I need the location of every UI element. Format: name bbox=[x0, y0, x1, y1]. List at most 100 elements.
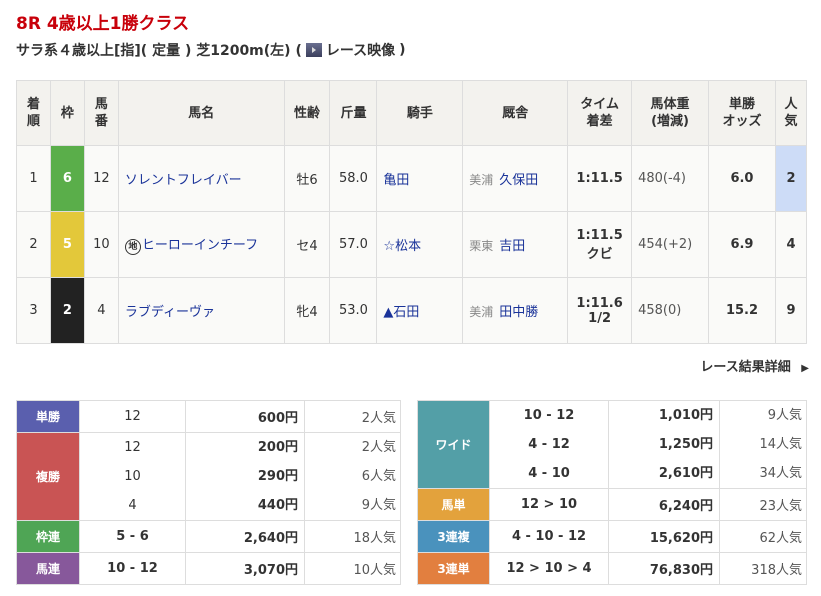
payout-pop: 34人気 bbox=[759, 466, 802, 481]
payout-pop: 14人気 bbox=[759, 437, 802, 452]
payout-yen: 2,640円 bbox=[243, 531, 298, 546]
payout-combo-cell: 12 bbox=[79, 400, 186, 433]
body-weight: 480(-4) bbox=[631, 145, 710, 212]
race-conditions: サラ系４歳以上[指]( 定量 ) 芝1200m(左) ( レース映像 ) bbox=[16, 40, 406, 60]
rank: 1 bbox=[16, 145, 51, 212]
payout-pop: 2人気 bbox=[361, 411, 396, 426]
column-header: 性齢 bbox=[283, 80, 331, 146]
payout-pop: 6人気 bbox=[361, 469, 396, 484]
payout-combo: 5 - 6 bbox=[116, 529, 149, 544]
body-weight: 458(0) bbox=[631, 277, 710, 344]
horse-name-cell: ソレントフレイバー bbox=[117, 145, 285, 212]
column-header: 人 気 bbox=[774, 80, 808, 146]
payout-combo: 4 - 10 bbox=[528, 466, 570, 481]
jockey-cell: ▲石田 bbox=[376, 277, 464, 344]
payout-yen: 76,830円 bbox=[649, 563, 713, 578]
payout-row: 複勝 12 10 4 200円 290円 440円 2人気 6人気 9人気 bbox=[16, 432, 401, 521]
payout-yen: 6,240円 bbox=[658, 499, 713, 514]
payout-table-left: 単勝 12 600円 2人気 複勝 12 10 4 200円 290円 440円 2人気 6人気 9人気枠… bbox=[16, 400, 401, 585]
payout-yen-cell: 76,830円 bbox=[608, 552, 720, 585]
payout-pop-cell: 2人気 6人気 9人気 bbox=[304, 432, 401, 521]
payout-pop: 9人気 bbox=[361, 498, 396, 513]
payout-combo: 4 - 10 - 12 bbox=[511, 529, 587, 544]
result-row: 2 5 10 地ヒーローインチーフ セ4 57.0 ☆松本 栗東 吉田 1:11.5 クビ 454(+… bbox=[16, 211, 808, 278]
finish-time: 1:11.5 bbox=[576, 227, 623, 243]
trainer-region: 美浦 bbox=[469, 305, 494, 319]
time-margin-cell: 1:11.6 1/2 bbox=[567, 277, 633, 344]
bet-type-label: 複勝 bbox=[16, 432, 80, 521]
win-odds: 6.9 bbox=[708, 211, 776, 278]
payout-combo: 4 - 12 bbox=[528, 437, 570, 452]
payout-combo-cell: 4 - 10 - 12 bbox=[489, 520, 609, 553]
race-result-detail-link[interactable]: レース結果詳細 ▶ bbox=[700, 356, 809, 375]
bet-type-label: 単勝 bbox=[16, 400, 80, 433]
margin: クビ bbox=[586, 246, 613, 262]
horse-number: 4 bbox=[83, 277, 119, 344]
conditions-text: サラ系４歳以上[指]( 定量 ) 芝1200m(左) ( bbox=[16, 43, 302, 59]
column-header: 斤量 bbox=[329, 80, 378, 146]
payout-combo: 12 bbox=[124, 409, 141, 424]
time-margin-cell: 1:11.5 bbox=[567, 145, 633, 212]
bet-type-label: 3連単 bbox=[417, 552, 490, 585]
finish-time: 1:11.6 bbox=[576, 295, 623, 311]
win-odds: 15.2 bbox=[708, 277, 776, 344]
payout-combo-cell: 12 > 10 bbox=[489, 488, 609, 521]
column-header: 馬 番 bbox=[83, 80, 119, 146]
payout-pop-cell: 62人気 bbox=[719, 520, 807, 553]
local-horse-mark-icon: 地 bbox=[124, 239, 141, 255]
trainer-link[interactable]: 吉田 bbox=[499, 239, 526, 254]
trainer-link[interactable]: 田中勝 bbox=[499, 305, 539, 320]
payout-yen: 440円 bbox=[257, 498, 298, 513]
payout-pop-cell: 10人気 bbox=[304, 552, 401, 585]
payout-combo: 10 - 12 bbox=[523, 408, 575, 423]
video-icon[interactable] bbox=[305, 43, 322, 57]
sex-age: 牡6 bbox=[283, 145, 331, 212]
payout-combo: 4 bbox=[128, 498, 137, 513]
payout-pop: 2人気 bbox=[361, 440, 396, 455]
jockey-link[interactable]: 亀田 bbox=[383, 173, 410, 188]
payout-row: 馬連 10 - 12 3,070円 10人気 bbox=[16, 552, 401, 585]
payout-yen: 15,620円 bbox=[649, 531, 713, 546]
payout-combo-cell: 12 > 10 > 4 bbox=[489, 552, 609, 585]
trainer-cell: 美浦 久保田 bbox=[462, 145, 569, 212]
column-header: 枠 bbox=[49, 80, 85, 146]
column-header: 厩舎 bbox=[462, 80, 569, 146]
payout-combo-cell: 10 - 12 bbox=[79, 552, 186, 585]
trainer-region: 美浦 bbox=[469, 173, 494, 187]
payout-pop: 62人気 bbox=[759, 531, 802, 546]
horse-name-link[interactable]: ヒーローインチーフ bbox=[141, 238, 259, 253]
payout-combo-cell: 12 10 4 bbox=[79, 432, 186, 521]
trainer-cell: 栗東 吉田 bbox=[462, 211, 569, 278]
result-row: 1 6 12 ソレントフレイバー 牡6 58.0 亀田 美浦 久保田 1:11.5 480(-4) 6… bbox=[16, 145, 808, 212]
jockey-link[interactable]: ☆松本 bbox=[383, 239, 422, 254]
bet-type-label: 馬連 bbox=[16, 552, 80, 585]
trainer-link[interactable]: 久保田 bbox=[499, 173, 539, 188]
payout-pop: 9人気 bbox=[767, 408, 802, 423]
horse-name-cell: 地ヒーローインチーフ bbox=[117, 211, 285, 278]
close-paren: ) bbox=[399, 42, 406, 58]
jockey-link[interactable]: ▲石田 bbox=[383, 305, 420, 320]
popularity: 4 bbox=[774, 211, 808, 278]
payout-row: 枠連 5 - 6 2,640円 18人気 bbox=[16, 520, 401, 553]
triangle-right-icon: ▶ bbox=[801, 363, 809, 374]
payout-yen: 200円 bbox=[257, 440, 298, 455]
horse-name-link[interactable]: ソレントフレイバー bbox=[124, 173, 242, 188]
payout-yen: 2,610円 bbox=[658, 466, 713, 481]
payout-yen: 3,070円 bbox=[243, 563, 298, 578]
popularity: 9 bbox=[774, 277, 808, 344]
payout-yen-cell: 15,620円 bbox=[608, 520, 720, 553]
payout-pop-cell: 318人気 bbox=[719, 552, 807, 585]
waku-badge: 2 bbox=[49, 277, 85, 344]
column-header: 着 順 bbox=[16, 80, 51, 146]
waku-badge: 5 bbox=[49, 211, 85, 278]
win-odds: 6.0 bbox=[708, 145, 776, 212]
payout-row: 3連単 12 > 10 > 4 76,830円 318人気 bbox=[417, 552, 807, 585]
payout-yen: 600円 bbox=[257, 411, 298, 426]
payout-pop-cell: 18人気 bbox=[304, 520, 401, 553]
trainer-region: 栗東 bbox=[469, 239, 494, 253]
column-header: 単勝 オッズ bbox=[708, 80, 776, 146]
horse-name-link[interactable]: ラブディーヴァ bbox=[124, 305, 215, 320]
popularity: 2 bbox=[774, 145, 808, 212]
payout-row: 馬単 12 > 10 6,240円 23人気 bbox=[417, 488, 807, 521]
race-video-link[interactable]: レース映像 bbox=[325, 43, 396, 59]
